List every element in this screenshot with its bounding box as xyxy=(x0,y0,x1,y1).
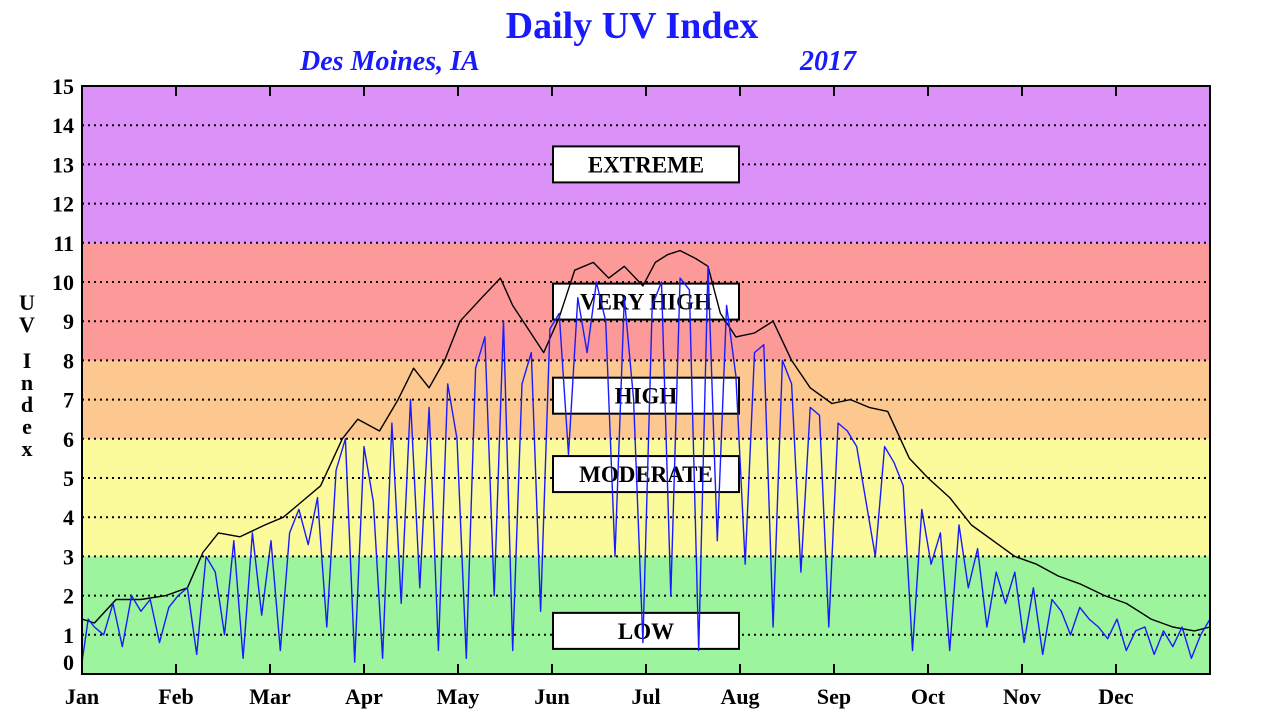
chart-subtitle-location: Des Moines, IA xyxy=(299,46,480,77)
y-tick-label-1: 1 xyxy=(63,623,74,648)
y-axis-label-char: d xyxy=(21,392,33,417)
y-tick-label-11: 11 xyxy=(53,231,74,256)
y-tick-label-14: 14 xyxy=(52,113,74,138)
y-tick-label-7: 7 xyxy=(63,388,74,413)
x-tick-label-dec: Dec xyxy=(1098,684,1134,709)
zone-label-box-extreme xyxy=(552,145,740,184)
zone-label-box-moderate xyxy=(552,455,740,494)
x-tick-label-mar: Mar xyxy=(249,684,291,709)
zone-label-box-low xyxy=(552,611,740,650)
x-tick-label-aug: Aug xyxy=(720,684,759,709)
y-tick-label-10: 10 xyxy=(52,270,74,295)
zone-label-low: LOW xyxy=(618,619,674,644)
chart-subtitle-year: 2017 xyxy=(799,46,857,77)
zone-label-very-high: VERY HIGH xyxy=(580,290,712,315)
zone-label-high: HIGH xyxy=(615,384,678,409)
y-tick-label-4: 4 xyxy=(63,505,74,530)
y-tick-label-3: 3 xyxy=(63,544,74,569)
y-axis-label-char: I xyxy=(23,348,32,373)
zone-label-box-high xyxy=(552,376,740,415)
chart-title: Daily UV Index xyxy=(506,5,759,47)
y-axis-label-char: x xyxy=(22,436,33,461)
x-tick-label-may: May xyxy=(437,684,480,709)
zone-label-extreme: EXTREME xyxy=(588,152,704,177)
y-tick-label-12: 12 xyxy=(52,192,74,217)
y-tick-label-8: 8 xyxy=(63,348,74,373)
y-axis-label-char: n xyxy=(21,370,33,395)
x-tick-label-jan: Jan xyxy=(65,684,99,709)
zone-label-moderate: MODERATE xyxy=(579,462,713,487)
x-axis-tick-labels: Jan Feb Mar Apr May Jun Jul Aug Sep Oct Nov Dec xyxy=(65,684,1134,709)
plot-frame xyxy=(81,85,1211,675)
y-axis-label-char: V xyxy=(19,312,35,337)
y-tick-label-9: 9 xyxy=(63,309,74,334)
x-tick-label-jun: Jun xyxy=(534,684,569,709)
uv-series-lines xyxy=(81,249,1211,663)
x-tick-label-nov: Nov xyxy=(1003,684,1041,709)
x-tick-label-sep: Sep xyxy=(817,684,851,709)
y-tick-label-15: 15 xyxy=(52,74,74,99)
y-axis-label-char: U xyxy=(19,290,35,315)
x-tick-label-jul: Jul xyxy=(631,684,660,709)
y-tick-label-2: 2 xyxy=(63,584,74,609)
x-tick-label-oct: Oct xyxy=(911,684,946,709)
x-tick-label-apr: Apr xyxy=(345,684,383,709)
x-tick-label-feb: Feb xyxy=(158,684,193,709)
clear-sky-uv-line xyxy=(81,249,1211,632)
y-axis-label-char: e xyxy=(22,414,32,439)
y-tick-label-13: 13 xyxy=(52,152,74,177)
actual-uv-line xyxy=(81,265,1211,663)
y-tick-label-0: 0 xyxy=(63,650,74,675)
y-tick-label-6: 6 xyxy=(63,427,74,452)
y-tick-label-5: 5 xyxy=(63,466,74,491)
